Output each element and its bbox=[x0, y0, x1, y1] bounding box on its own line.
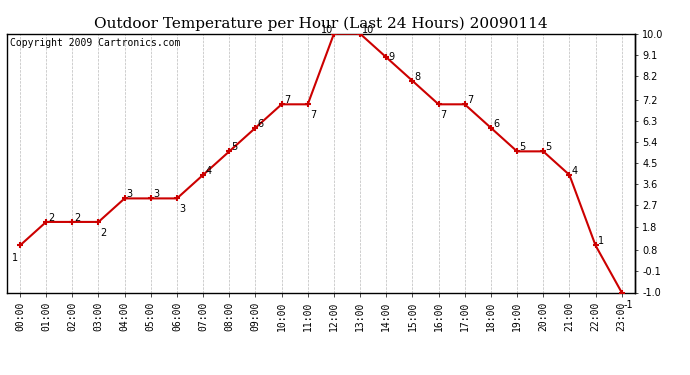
Text: 3: 3 bbox=[179, 204, 185, 214]
Text: 7: 7 bbox=[310, 110, 316, 120]
Text: 5: 5 bbox=[519, 142, 525, 152]
Text: 7: 7 bbox=[467, 95, 473, 105]
Text: 3: 3 bbox=[127, 189, 133, 199]
Text: 7: 7 bbox=[441, 110, 447, 120]
Text: 1: 1 bbox=[598, 236, 604, 246]
Title: Outdoor Temperature per Hour (Last 24 Hours) 20090114: Outdoor Temperature per Hour (Last 24 Ho… bbox=[94, 17, 548, 31]
Text: 6: 6 bbox=[493, 118, 499, 129]
Text: -1: -1 bbox=[624, 300, 633, 310]
Text: 5: 5 bbox=[545, 142, 551, 152]
Text: 6: 6 bbox=[257, 118, 264, 129]
Text: 4: 4 bbox=[571, 166, 578, 176]
Text: 10: 10 bbox=[362, 24, 375, 34]
Text: Copyright 2009 Cartronics.com: Copyright 2009 Cartronics.com bbox=[10, 38, 180, 48]
Text: 5: 5 bbox=[231, 142, 237, 152]
Text: 8: 8 bbox=[415, 72, 421, 81]
Text: 10: 10 bbox=[321, 24, 333, 34]
Text: 2: 2 bbox=[48, 213, 55, 223]
Text: 9: 9 bbox=[388, 52, 395, 62]
Text: 1: 1 bbox=[12, 254, 18, 263]
Text: 2: 2 bbox=[101, 228, 107, 237]
Text: 3: 3 bbox=[153, 189, 159, 199]
Text: 4: 4 bbox=[205, 166, 211, 176]
Text: 7: 7 bbox=[284, 95, 290, 105]
Text: 2: 2 bbox=[75, 213, 81, 223]
